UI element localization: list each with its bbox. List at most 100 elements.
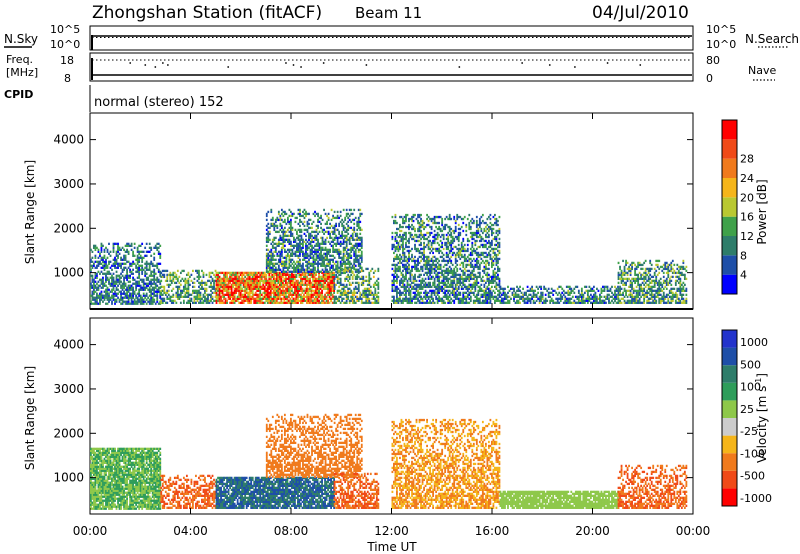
heatmap-cell [299, 212, 301, 216]
heatmap-cell [277, 275, 280, 279]
heatmap-cell [359, 238, 362, 242]
heatmap-cell [321, 283, 323, 287]
heatmap-cell [272, 293, 275, 296]
heatmap-cell [317, 254, 319, 257]
heatmap-cell [153, 280, 156, 283]
heatmap-cell [316, 297, 319, 300]
heatmap-cell [338, 297, 341, 300]
heatmap-cell [409, 279, 412, 283]
heatmap-cell [198, 297, 200, 300]
heatmap-cell [217, 275, 219, 279]
heatmap-cell [357, 287, 360, 291]
heatmap-cell [444, 281, 447, 285]
heatmap-cell [282, 260, 285, 263]
heatmap-cell [129, 274, 132, 277]
heatmap-cell [487, 263, 490, 267]
heatmap-cell [148, 300, 151, 303]
heatmap-cell [111, 302, 113, 305]
heatmap-cell [423, 237, 425, 241]
heatmap-cell [153, 256, 156, 259]
heatmap-cell [309, 277, 311, 281]
heatmap-cell [291, 287, 293, 291]
heatmap-cell [91, 250, 94, 253]
heatmap-cell [433, 217, 436, 221]
heatmap-cell [433, 283, 436, 287]
heatmap-cell [313, 297, 316, 300]
heatmap-cell [271, 299, 274, 302]
heatmap-cell [94, 248, 97, 251]
heatmap-cell [286, 295, 289, 298]
heatmap-cell [408, 227, 410, 231]
heatmap-cell [266, 289, 269, 293]
heatmap-cell [239, 273, 242, 277]
heatmap-cell [454, 235, 457, 239]
heatmap-cell [420, 241, 422, 245]
heatmap-cell [256, 285, 259, 289]
heatmap-cell [283, 260, 286, 263]
heatmap-cell [135, 294, 138, 297]
heatmap-cell [144, 294, 147, 297]
heatmap-cell [139, 300, 142, 303]
heatmap-cell [423, 253, 425, 257]
heatmap-cell [160, 279, 163, 283]
heatmap-cell [341, 218, 344, 222]
heatmap-cell [414, 227, 416, 231]
heatmap-cell [423, 233, 425, 237]
heatmap-cell [335, 270, 338, 273]
heatmap-cell [178, 285, 181, 289]
heatmap-cell [226, 279, 228, 283]
heatmap-cell [408, 291, 410, 295]
heatmap-cell [457, 281, 460, 285]
heatmap-cell [307, 287, 310, 291]
heatmap-cell [357, 216, 360, 220]
heatmap-cell [396, 227, 398, 231]
heatmap-cell [427, 231, 430, 235]
heatmap-cell [396, 257, 398, 261]
heatmap-cell [188, 297, 191, 300]
heatmap-cell [432, 299, 435, 302]
heatmap-cell [260, 301, 263, 304]
heatmap-cell [450, 267, 453, 271]
heatmap-cell [294, 220, 297, 224]
heatmap-cell [250, 279, 253, 283]
heatmap-cell [331, 293, 334, 296]
heatmap-cell [138, 288, 141, 291]
heatmap-cell [142, 256, 145, 259]
heatmap-cell [457, 273, 460, 277]
heatmap-cell [253, 273, 256, 277]
heatmap-cell [350, 248, 353, 251]
heatmap-cell [300, 264, 303, 267]
heatmap-cell [338, 236, 341, 240]
heatmap-cell [126, 296, 128, 299]
heatmap-cell [411, 281, 413, 285]
heatmap-cell [139, 254, 142, 257]
heatmap-cell [126, 248, 128, 251]
heatmap-cell [328, 291, 331, 295]
heatmap-cell [166, 269, 169, 273]
heatmap-cell [265, 293, 268, 296]
heatmap-cell [120, 292, 122, 295]
heatmap-cell [129, 280, 132, 283]
heatmap-cell [169, 277, 172, 281]
heatmap-cell [127, 296, 130, 299]
heatmap-cell [232, 283, 235, 287]
heatmap-cell [277, 254, 280, 257]
heatmap-cell [118, 290, 121, 293]
heatmap-cell [474, 273, 477, 277]
heatmap-cell [229, 281, 231, 285]
heatmap-cell [245, 299, 248, 302]
heatmap-cell [357, 226, 360, 230]
heatmap-cell [438, 275, 441, 279]
heatmap-cell [329, 222, 331, 226]
heatmap-cell [220, 283, 222, 287]
heatmap-cell [103, 260, 106, 263]
heatmap-cell [230, 295, 233, 298]
heatmap-cell [409, 273, 412, 277]
heatmap-cell [362, 269, 365, 273]
heatmap-cell [282, 268, 285, 271]
heatmap-cell [256, 293, 259, 296]
heatmap-cell [327, 287, 329, 291]
heatmap-cell [471, 245, 474, 249]
heatmap-cell [297, 270, 300, 273]
heatmap-cell [408, 253, 410, 257]
